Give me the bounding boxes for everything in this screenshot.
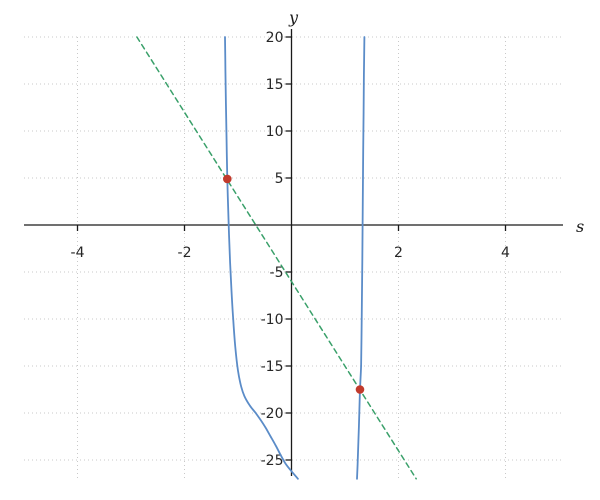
series <box>136 36 417 480</box>
dashed-line <box>136 36 417 480</box>
intersection-points <box>223 174 365 394</box>
data-point-marker <box>355 385 365 394</box>
ticks: -4 -2 2 4 20 15 10 5 -5 -10 -15 -20 -25 <box>71 30 511 469</box>
x-tick-label: 2 <box>394 245 403 261</box>
data-point-marker <box>223 174 232 184</box>
x-tick-label: 4 <box>501 245 510 261</box>
curve-branch-right <box>356 36 366 480</box>
gridlines <box>24 36 563 478</box>
x-axis-label: s <box>576 217 584 236</box>
y-tick-label: -10 <box>261 312 284 328</box>
y-tick-label: -20 <box>261 406 284 422</box>
y-tick-label: 20 <box>266 30 284 46</box>
x-tick-label: -4 <box>71 245 85 261</box>
y-tick-label: 10 <box>266 124 284 140</box>
y-tick-label: 15 <box>266 77 284 93</box>
y-tick-label: -25 <box>261 453 284 469</box>
y-axis-label: y <box>288 8 299 27</box>
y-tick-label: -5 <box>270 265 284 281</box>
y-tick-label: 5 <box>275 171 284 187</box>
axes: sy <box>24 8 584 476</box>
y-tick-label: -15 <box>261 359 284 375</box>
x-tick-label: -2 <box>178 245 192 261</box>
